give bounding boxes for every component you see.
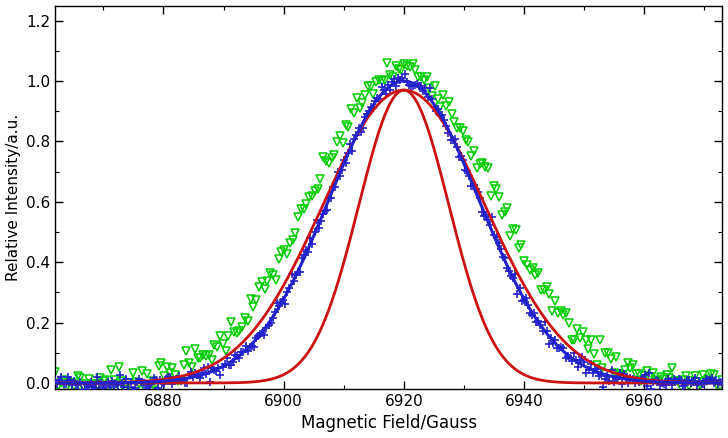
X-axis label: Magnetic Field/Gauss: Magnetic Field/Gauss — [301, 414, 477, 432]
Y-axis label: Relative Intensity/a.u.: Relative Intensity/a.u. — [6, 114, 20, 281]
